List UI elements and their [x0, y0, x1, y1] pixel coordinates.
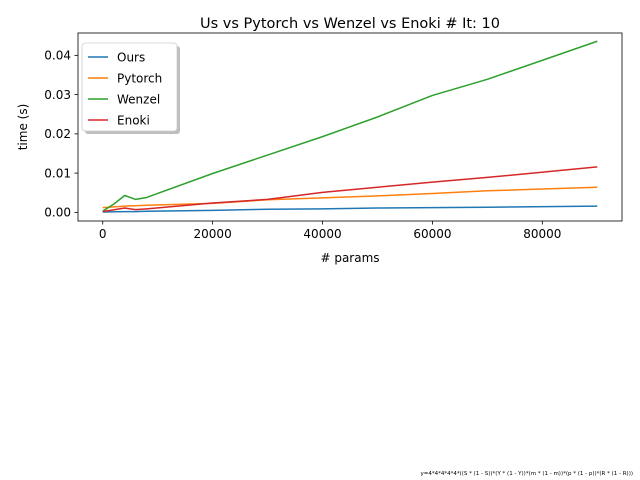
y-axis-ticks: 0.00 0.01 0.02 0.03 0.04 [44, 49, 78, 220]
legend-label-ours: Ours [117, 50, 145, 64]
y-tick-label: 0.03 [44, 88, 71, 102]
x-axis-label: # params [320, 251, 379, 265]
series-line-enoki [102, 166, 598, 213]
plot-area [77, 32, 623, 222]
series-line-wenzel [102, 40, 598, 212]
x-axis-ticks: 0 20000 40000 60000 80000 [99, 221, 561, 241]
legend-label-pytorch: Pytorch [117, 71, 162, 85]
axes-frame [77, 32, 623, 222]
legend-box [81, 42, 178, 132]
y-tick-label: 0.01 [44, 166, 71, 180]
y-tick-label: 0.02 [44, 127, 71, 141]
chart-title: Us vs Pytorch vs Wenzel vs Enoki # It: 1… [200, 16, 500, 32]
x-tick-label: 80000 [523, 227, 561, 241]
legend: Ours Pytorch Wenzel Enoki [81, 42, 180, 134]
legend-entries: Ours Pytorch Wenzel Enoki [88, 50, 162, 127]
series-line-ours [102, 205, 598, 213]
legend-label-enoki: Enoki [117, 113, 150, 127]
formula-footnote: y=4*4*4*4*4*((S * (1 - S))*(Y * (1 - Y))… [421, 471, 634, 477]
legend-label-wenzel: Wenzel [117, 92, 160, 106]
x-tick-label: 40000 [303, 227, 341, 241]
x-tick-label: 60000 [413, 227, 451, 241]
y-tick-label: 0.00 [44, 206, 71, 220]
y-axis-label: time (s) [16, 104, 30, 151]
y-tick-label: 0.04 [44, 49, 71, 63]
x-tick-label: 0 [99, 227, 107, 241]
x-tick-label: 20000 [194, 227, 232, 241]
series-layer [102, 40, 598, 213]
